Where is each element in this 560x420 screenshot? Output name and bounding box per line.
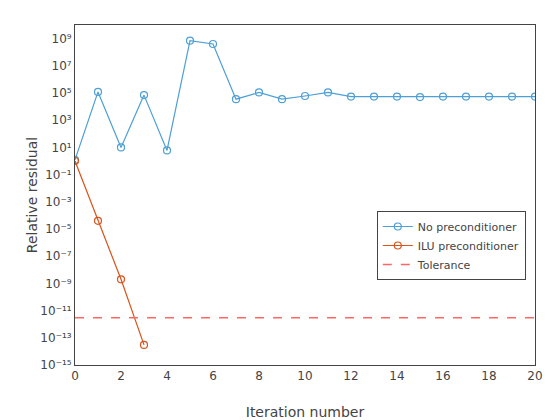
svg-text:Iteration number: Iteration number <box>246 404 365 420</box>
svg-text:4: 4 <box>163 369 171 383</box>
svg-text:2: 2 <box>117 369 125 383</box>
svg-text:12: 12 <box>343 369 358 383</box>
svg-text:10⁻³: 10⁻³ <box>45 195 72 209</box>
svg-text:10⁻¹¹: 10⁻¹¹ <box>40 304 71 318</box>
svg-text:16: 16 <box>435 369 450 383</box>
svg-text:14: 14 <box>389 369 404 383</box>
svg-text:0: 0 <box>71 369 79 383</box>
svg-text:No preconditioner: No preconditioner <box>418 221 517 234</box>
svg-text:10⁹: 10⁹ <box>52 32 72 46</box>
svg-text:10³: 10³ <box>52 113 72 127</box>
svg-text:10⁻¹³: 10⁻¹³ <box>40 331 71 345</box>
svg-text:10⁻⁹: 10⁻⁹ <box>45 277 72 291</box>
svg-text:10¹: 10¹ <box>52 141 72 155</box>
svg-text:Relative residual: Relative residual <box>24 137 40 253</box>
svg-text:Tolerance: Tolerance <box>417 259 471 272</box>
svg-text:10⁷: 10⁷ <box>52 59 72 73</box>
svg-text:10⁻¹: 10⁻¹ <box>45 168 72 182</box>
svg-text:8: 8 <box>255 369 263 383</box>
svg-text:10⁻⁷: 10⁻⁷ <box>45 249 72 263</box>
svg-text:20: 20 <box>527 369 542 383</box>
svg-text:6: 6 <box>209 369 217 383</box>
svg-text:10⁻⁵: 10⁻⁵ <box>45 222 72 236</box>
svg-text:18: 18 <box>481 369 496 383</box>
svg-text:10: 10 <box>297 369 312 383</box>
svg-text:10⁻¹⁵: 10⁻¹⁵ <box>40 358 71 372</box>
svg-text:ILU preconditioner: ILU preconditioner <box>418 240 519 253</box>
svg-text:10⁵: 10⁵ <box>52 86 72 100</box>
